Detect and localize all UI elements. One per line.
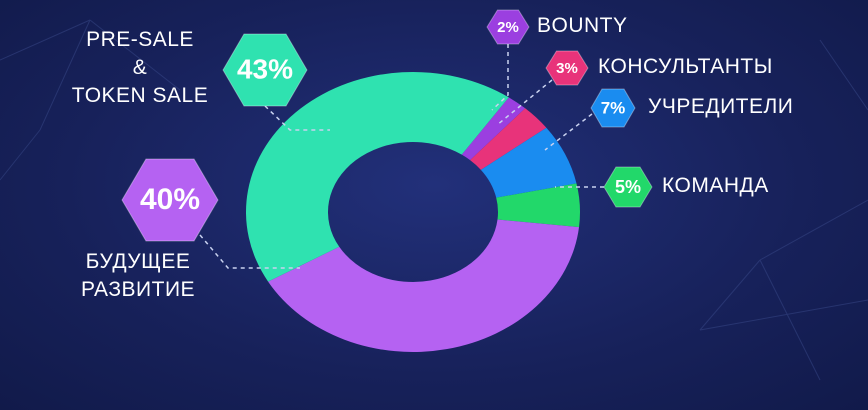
value-badge: 2% bbox=[486, 9, 530, 45]
value-label: 43% bbox=[237, 53, 293, 84]
leader-line bbox=[496, 79, 553, 126]
donut-slice bbox=[268, 219, 580, 352]
leader-line bbox=[544, 113, 593, 151]
category-label: КОМАНДА bbox=[662, 174, 769, 197]
badge-hexagon bbox=[486, 9, 530, 45]
badge-hexagon bbox=[590, 88, 636, 128]
donut-slice bbox=[496, 183, 580, 228]
value-badge: 5% bbox=[603, 166, 653, 208]
value-badge: 43% bbox=[222, 33, 308, 107]
leader-line bbox=[491, 44, 509, 111]
value-label: 7% bbox=[601, 98, 626, 117]
donut-slice bbox=[461, 97, 526, 161]
value-label: 3% bbox=[556, 60, 578, 77]
value-badge: 3% bbox=[545, 50, 589, 86]
value-label: 5% bbox=[615, 177, 641, 197]
leader-line bbox=[264, 105, 330, 131]
category-label: PRE-SALE & TOKEN SALE bbox=[71, 28, 209, 107]
badge-hexagon bbox=[222, 33, 308, 107]
donut-slice bbox=[480, 127, 577, 198]
donut-slice bbox=[470, 108, 547, 170]
category-label: БУДУЩЕЕ РАЗВИТИЕ bbox=[80, 250, 196, 301]
category-label: УЧРЕДИТЕЛИ bbox=[648, 95, 794, 118]
value-badge: 7% bbox=[590, 88, 636, 128]
value-label: 2% bbox=[497, 19, 519, 36]
category-label: BOUNTY bbox=[537, 14, 628, 37]
leader-line bbox=[199, 234, 300, 269]
background-network bbox=[0, 19, 868, 381]
donut-slice bbox=[245, 71, 509, 282]
category-label: КОНСУЛЬТАНТЫ bbox=[598, 55, 773, 78]
value-label: 40% bbox=[140, 183, 200, 216]
badge-hexagon bbox=[603, 166, 653, 208]
badge-hexagon bbox=[121, 158, 219, 242]
value-badge: 40% bbox=[121, 158, 219, 242]
badge-hexagon bbox=[545, 50, 589, 86]
